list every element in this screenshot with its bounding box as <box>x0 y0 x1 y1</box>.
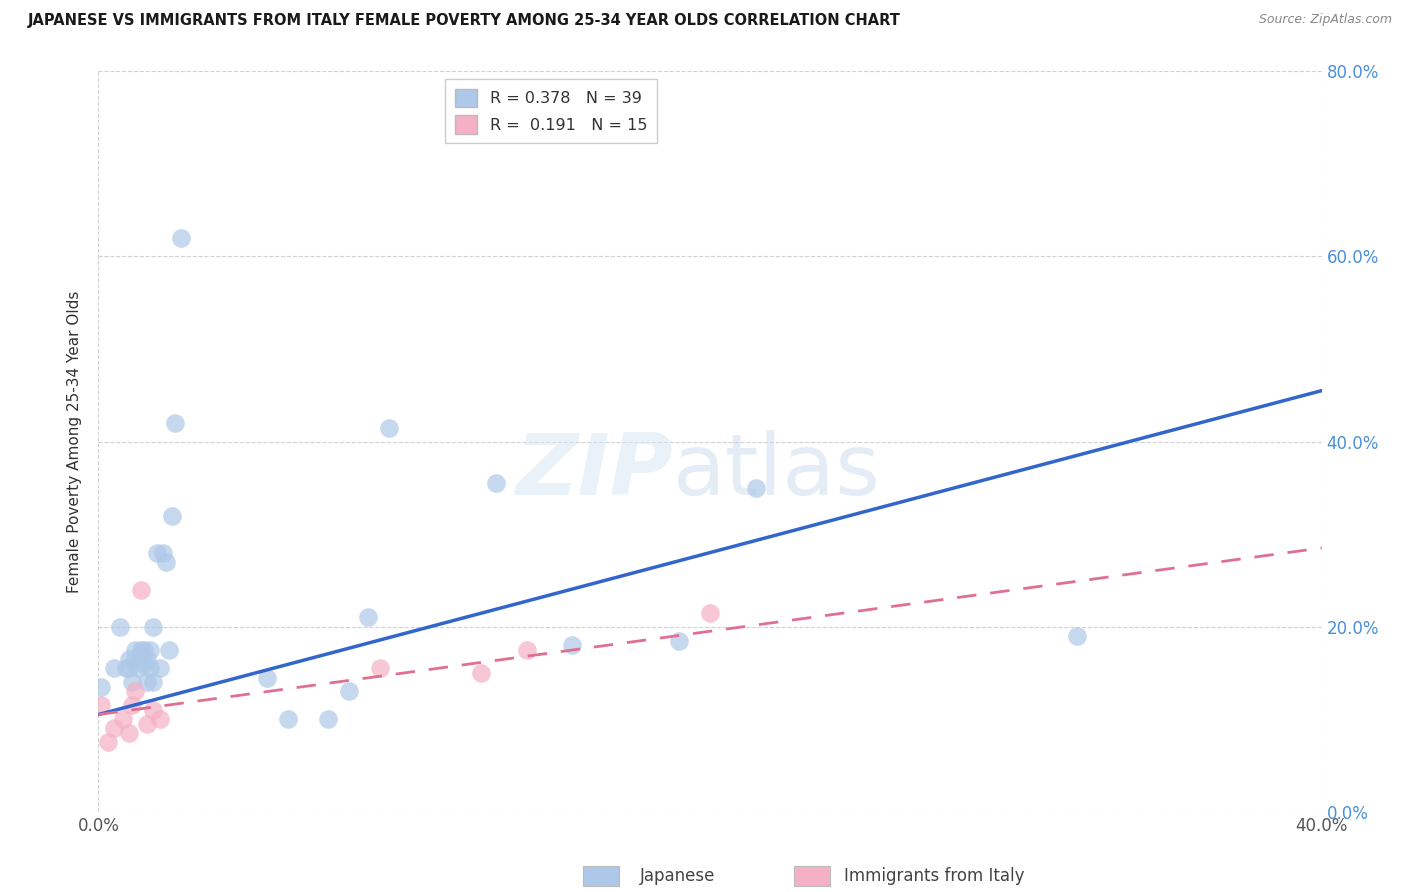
Point <box>142 619 165 633</box>
Point <box>337 684 360 698</box>
Point <box>1066 629 1088 643</box>
Point <box>142 675 165 690</box>
Point <box>97 735 120 749</box>
Point <box>668 633 690 648</box>
Text: ZIP: ZIP <box>516 430 673 513</box>
Y-axis label: Female Poverty Among 25-34 Year Olds: Female Poverty Among 25-34 Year Olds <box>67 291 83 592</box>
Point <box>136 675 159 690</box>
Point <box>163 416 186 430</box>
Point <box>108 619 131 633</box>
Text: Source: ZipAtlas.com: Source: ZipAtlas.com <box>1258 13 1392 27</box>
Point <box>139 661 162 675</box>
Text: Japanese: Japanese <box>640 867 716 885</box>
Point <box>118 652 141 666</box>
Point <box>157 642 180 657</box>
Point <box>139 642 162 657</box>
Point <box>129 582 152 597</box>
Point <box>115 661 138 675</box>
Point <box>485 476 508 491</box>
Point <box>155 555 177 569</box>
Point <box>160 508 183 523</box>
Point <box>145 545 167 560</box>
Point <box>136 716 159 731</box>
Point <box>111 712 134 726</box>
Point <box>121 698 143 713</box>
Point <box>256 671 278 685</box>
Point <box>368 661 391 675</box>
Point <box>90 680 112 694</box>
Text: JAPANESE VS IMMIGRANTS FROM ITALY FEMALE POVERTY AMONG 25-34 YEAR OLDS CORRELATI: JAPANESE VS IMMIGRANTS FROM ITALY FEMALE… <box>28 13 901 29</box>
Point <box>277 712 299 726</box>
Point <box>90 698 112 713</box>
Point <box>152 545 174 560</box>
Point <box>316 712 339 726</box>
Point <box>121 675 143 690</box>
Point <box>149 661 172 675</box>
Point <box>118 726 141 740</box>
Point <box>170 231 193 245</box>
Point <box>561 638 583 652</box>
Point <box>134 642 156 657</box>
Point <box>124 642 146 657</box>
Point <box>124 684 146 698</box>
Point <box>127 661 149 675</box>
Point <box>103 661 125 675</box>
Point <box>356 610 378 624</box>
Point <box>118 661 141 675</box>
Point <box>470 665 492 680</box>
Point <box>142 703 165 717</box>
Point <box>103 722 125 736</box>
Point <box>149 712 172 726</box>
Point <box>699 606 721 620</box>
Point <box>129 642 152 657</box>
Point <box>136 652 159 666</box>
Text: atlas: atlas <box>673 430 882 513</box>
Point <box>134 657 156 671</box>
Point <box>129 648 152 662</box>
Text: Immigrants from Italy: Immigrants from Italy <box>844 867 1024 885</box>
Point <box>378 420 401 434</box>
Legend: R = 0.378   N = 39, R =  0.191   N = 15: R = 0.378 N = 39, R = 0.191 N = 15 <box>446 79 657 144</box>
Point <box>516 642 538 657</box>
Point <box>745 481 768 495</box>
Point <box>124 652 146 666</box>
